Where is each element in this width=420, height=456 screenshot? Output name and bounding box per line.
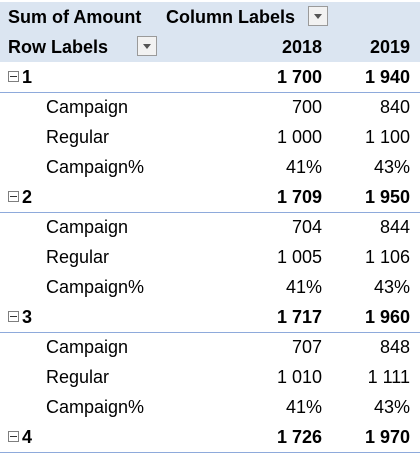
value-2019: 43%	[373, 277, 410, 297]
group-total-2019: 1 940	[364, 67, 410, 87]
group-total-2018: 1 726	[276, 427, 322, 447]
collapse-toggle-icon[interactable]	[8, 191, 19, 202]
value-2018: 707	[291, 337, 322, 357]
value-2018: 41%	[285, 277, 322, 297]
group-row-1[interactable]: 1 1 700 1 940	[0, 62, 420, 92]
group-separator	[0, 212, 420, 213]
pivot-header-row-2: Row Labels 2018 2019	[0, 32, 420, 62]
column-labels-header: Column Labels	[166, 7, 296, 27]
value-2019: 844	[379, 217, 410, 237]
group-separator	[0, 92, 420, 93]
column-header-2018: 2018	[281, 37, 322, 57]
group-total-2019: 1 950	[364, 187, 410, 207]
value-2019: 840	[379, 97, 410, 117]
detail-row[interactable]: Regular 1 005 1 106	[0, 242, 420, 272]
value-2018: 704	[291, 217, 322, 237]
detail-row[interactable]: Campaign 707 848	[0, 332, 420, 362]
detail-row[interactable]: Regular 1 010 1 111	[0, 362, 420, 392]
group-separator	[0, 452, 420, 453]
row-labels-header: Row Labels	[8, 37, 109, 57]
value-2019: 1 106	[364, 247, 410, 267]
value-2019: 43%	[373, 397, 410, 417]
column-labels-filter-dropdown-icon[interactable]	[308, 6, 328, 26]
column-header-2019: 2019	[369, 37, 410, 57]
detail-row[interactable]: Campaign 700 840	[0, 92, 420, 122]
value-2018: 1 005	[276, 247, 322, 267]
value-2018: 700	[291, 97, 322, 117]
row-label: Campaign%	[46, 277, 145, 297]
value-2019: 848	[379, 337, 410, 357]
detail-row[interactable]: Campaign% 41% 43%	[0, 392, 420, 422]
row-label: Regular	[46, 247, 110, 267]
value-2018: 1 010	[276, 367, 322, 387]
group-total-2019: 1 970	[364, 427, 410, 447]
pivot-header-row-1: Sum of Amount Column Labels	[0, 2, 420, 32]
row-label: Regular	[46, 127, 110, 147]
group-label: 2	[22, 187, 33, 207]
value-2019: 43%	[373, 157, 410, 177]
group-total-2018: 1 709	[276, 187, 322, 207]
detail-row[interactable]: Campaign 704 844	[0, 212, 420, 242]
group-row-2[interactable]: 2 1 709 1 950	[0, 182, 420, 212]
collapse-toggle-icon[interactable]	[8, 71, 19, 82]
group-row-3[interactable]: 3 1 717 1 960	[0, 302, 420, 332]
group-label: 4	[22, 427, 33, 447]
value-2018: 41%	[285, 397, 322, 417]
row-label: Campaign%	[46, 157, 145, 177]
group-total-2018: 1 700	[276, 67, 322, 87]
collapse-toggle-icon[interactable]	[8, 311, 19, 322]
group-total-2019: 1 960	[364, 307, 410, 327]
group-label: 1	[22, 67, 33, 87]
group-separator	[0, 332, 420, 333]
row-label: Regular	[46, 367, 110, 387]
value-2019: 1 111	[367, 367, 410, 387]
row-label: Campaign	[46, 97, 129, 117]
row-labels-filter-dropdown-icon[interactable]	[137, 36, 157, 56]
group-total-2018: 1 717	[276, 307, 322, 327]
detail-row[interactable]: Campaign% 41% 43%	[0, 272, 420, 302]
detail-row[interactable]: Campaign% 41% 43%	[0, 152, 420, 182]
value-field-label: Sum of Amount	[8, 7, 142, 27]
collapse-toggle-icon[interactable]	[8, 431, 19, 442]
row-label: Campaign%	[46, 397, 145, 417]
detail-row[interactable]: Regular 1 000 1 100	[0, 122, 420, 152]
row-label: Campaign	[46, 337, 129, 357]
value-2018: 41%	[285, 157, 322, 177]
row-label: Campaign	[46, 217, 129, 237]
value-2019: 1 100	[364, 127, 410, 147]
group-label: 3	[22, 307, 33, 327]
value-2018: 1 000	[276, 127, 322, 147]
group-row-4[interactable]: 4 1 726 1 970	[0, 422, 420, 452]
